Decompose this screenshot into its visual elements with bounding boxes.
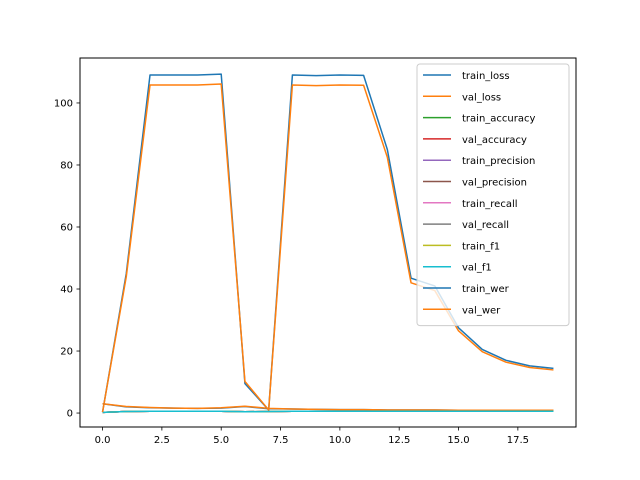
y-tick-label: 60 <box>60 222 73 233</box>
legend-label-val-recall: val_recall <box>462 220 509 231</box>
series-line-val-wer <box>101 83 554 413</box>
legend-label-train-recall: train_recall <box>462 199 518 210</box>
legend-label-val-wer: val_wer <box>462 305 501 316</box>
legend-label-val-f1: val_f1 <box>462 263 492 274</box>
legend-label-val-precision: val_precision <box>462 178 527 189</box>
x-tick-label: 5.0 <box>213 435 229 446</box>
legend-label-train-loss: train_loss <box>462 71 510 82</box>
legend: train_loss val_loss train_accuracy val_accu… <box>416 63 570 327</box>
series-line-val-loss <box>102 402 554 412</box>
y-tick-label: 40 <box>60 285 73 296</box>
x-tick-label: 17.5 <box>507 435 529 446</box>
x-tick-label: 15.0 <box>447 435 469 446</box>
legend-label-train-f1: train_f1 <box>462 241 500 252</box>
legend-label-val-accuracy: val_accuracy <box>462 135 527 146</box>
legend-box <box>416 63 570 327</box>
legend-label-train-accuracy: train_accuracy <box>462 114 535 125</box>
x-tick-label: 12.5 <box>388 435 410 446</box>
x-tick-label: 0.0 <box>95 435 111 446</box>
legend-label-train-wer: train_wer <box>462 284 510 295</box>
legend-label-train-precision: train_precision <box>462 156 535 167</box>
y-tick-label: 100 <box>54 98 73 109</box>
x-tick-label: 7.5 <box>273 435 289 446</box>
x-tick-label: 10.0 <box>329 435 351 446</box>
plot-area-frame <box>79 57 577 428</box>
series-line-train-wer <box>101 73 554 413</box>
x-tick-label: 2.5 <box>154 435 170 446</box>
plot-lines <box>101 73 554 414</box>
y-tick-label: 0 <box>67 409 73 420</box>
x-axis: 0.0 2.5 5.0 7.5 10.0 12.5 15.0 17.5 <box>95 427 529 446</box>
legend-label-val-loss: val_loss <box>462 92 501 103</box>
series-line-val-f1 <box>102 410 554 414</box>
y-axis: 0 20 40 60 80 100 <box>54 98 80 420</box>
y-tick-label: 80 <box>60 160 73 171</box>
y-tick-label: 20 <box>60 347 73 358</box>
